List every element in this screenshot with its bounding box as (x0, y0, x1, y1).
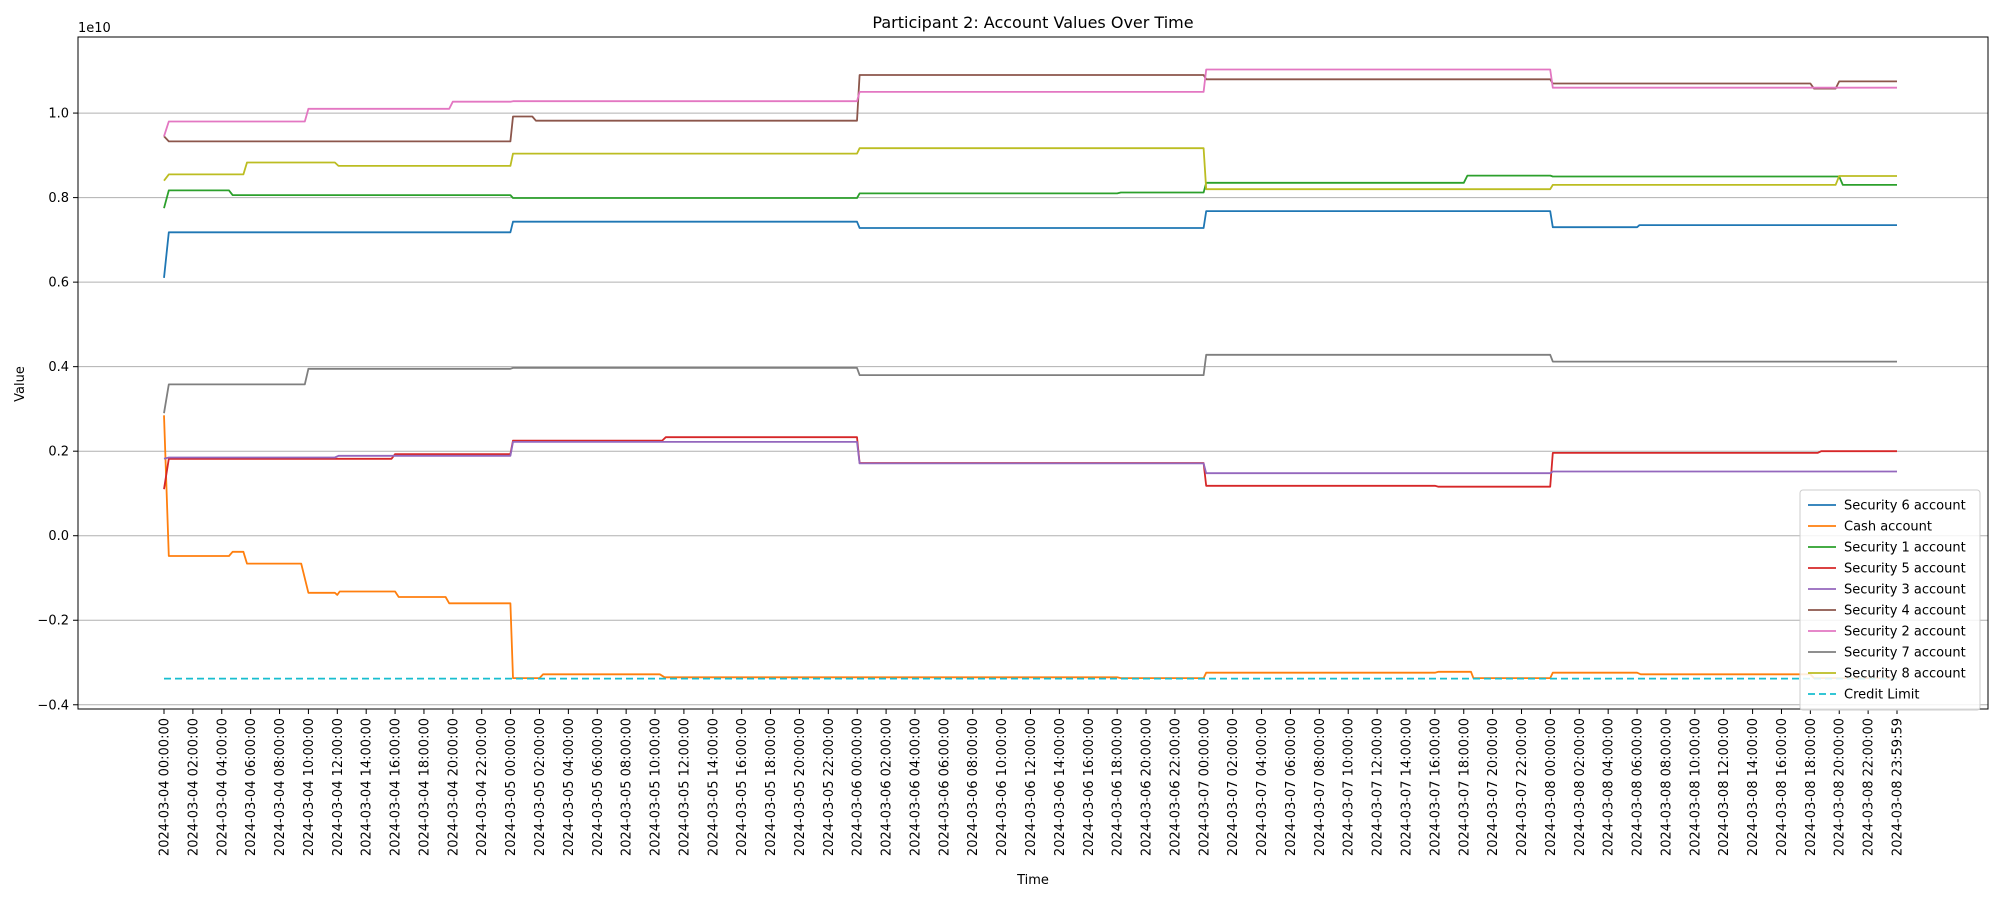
series-line-8 (163, 147, 1897, 191)
x-tick-label: 2024-03-05 16:00:00 (735, 718, 750, 856)
x-tick-label: 2024-03-06 16:00:00 (1082, 718, 1097, 856)
x-tick-label: 2024-03-06 14:00:00 (1053, 718, 1068, 856)
x-tick-label: 2024-03-07 20:00:00 (1486, 718, 1501, 856)
y-tick-label: 0.2 (48, 445, 69, 460)
gridlines (78, 112, 1988, 706)
x-tick-label: 2024-03-07 10:00:00 (1342, 718, 1357, 856)
x-tick-label: 2024-03-06 18:00:00 (1111, 718, 1126, 856)
x-tick-label: 2024-03-08 12:00:00 (1717, 718, 1732, 856)
legend-box (1799, 489, 1981, 711)
x-tick-label: 2024-03-07 06:00:00 (1284, 718, 1299, 856)
legend-label: Security 5 account (1844, 562, 1966, 577)
series-line-1 (163, 415, 1897, 679)
series-line-4 (163, 440, 1897, 475)
x-tick-label: 2024-03-08 14:00:00 (1746, 718, 1761, 856)
x-tick-label: 2024-03-04 04:00:00 (215, 718, 230, 856)
x-tick-label: 2024-03-08 02:00:00 (1573, 718, 1588, 856)
x-tick-label: 2024-03-08 00:00:00 (1544, 718, 1559, 856)
series-line-7 (163, 353, 1897, 414)
series-line-6 (163, 68, 1897, 137)
x-tick-label: 2024-03-06 04:00:00 (908, 718, 923, 856)
y-tick-label: −0.4 (37, 698, 69, 713)
x-tick-label: 2024-03-07 00:00:00 (1197, 718, 1212, 856)
legend-label: Security 7 account (1844, 646, 1966, 661)
x-tick-label: 2024-03-06 02:00:00 (880, 718, 895, 856)
series-line-0 (163, 210, 1897, 278)
x-tick-label: 2024-03-08 08:00:00 (1659, 718, 1674, 856)
x-tick-label: 2024-03-04 12:00:00 (331, 718, 346, 856)
x-tick-label: 2024-03-04 08:00:00 (273, 718, 288, 856)
x-tick-label: 2024-03-06 12:00:00 (1024, 718, 1039, 856)
x-tick-label: 2024-03-07 18:00:00 (1457, 718, 1472, 856)
x-tick-label: 2024-03-08 18:00:00 (1804, 718, 1819, 856)
x-tick-label: 2024-03-07 08:00:00 (1313, 718, 1328, 856)
x-axis: 2024-03-04 00:00:00 2024-03-04 02:00:00 20… (158, 709, 1906, 856)
x-tick-label: 2024-03-05 22:00:00 (822, 718, 837, 856)
legend-label: Security 4 account (1844, 604, 1966, 619)
legend-label: Security 8 account (1844, 667, 1966, 682)
x-tick-label: 2024-03-05 06:00:00 (591, 718, 606, 856)
x-tick-label: 2024-03-06 10:00:00 (995, 718, 1010, 856)
x-tick-label: 2024-03-05 02:00:00 (533, 718, 548, 856)
y-axis-label: Value (13, 366, 28, 402)
legend-label: Cash account (1844, 520, 1932, 535)
x-tick-label: 2024-03-04 20:00:00 (446, 718, 461, 856)
x-tick-label: 2024-03-04 00:00:00 (158, 718, 173, 856)
y-tick-label: 0.0 (48, 529, 69, 544)
y-axis-offset-label: 1e10 (78, 21, 111, 36)
y-tick-label: 1.0 (48, 107, 69, 122)
legend-label: Security 2 account (1844, 625, 1966, 640)
legend-label: Credit Limit (1844, 688, 1919, 703)
x-tick-label: 2024-03-05 10:00:00 (649, 718, 664, 856)
x-axis-label: Time (1016, 873, 1049, 888)
x-tick-label: 2024-03-08 10:00:00 (1688, 718, 1703, 856)
legend-label: Security 6 account (1844, 499, 1966, 514)
x-tick-label: 2024-03-04 18:00:00 (417, 718, 432, 856)
x-tick-label: 2024-03-04 14:00:00 (360, 718, 375, 856)
x-tick-label: 2024-03-04 02:00:00 (186, 718, 201, 856)
x-tick-label: 2024-03-05 14:00:00 (706, 718, 721, 856)
x-tick-label: 2024-03-06 08:00:00 (966, 718, 981, 856)
legend-label: Security 1 account (1844, 541, 1966, 556)
y-tick-label: 0.8 (48, 191, 69, 206)
x-tick-label: 2024-03-08 22:00:00 (1862, 718, 1877, 856)
x-tick-label: 2024-03-06 06:00:00 (937, 718, 952, 856)
y-tick-label: 0.6 (48, 276, 69, 291)
x-tick-label: 2024-03-08 06:00:00 (1631, 718, 1646, 856)
x-tick-label: 2024-03-08 23:59:59 (1891, 718, 1906, 856)
legend: Security 6 account Cash account Security 1… (1799, 489, 1981, 711)
x-tick-label: 2024-03-07 14:00:00 (1399, 718, 1414, 856)
series-lines (163, 68, 1897, 680)
y-tick-label: 0.4 (48, 360, 69, 375)
x-tick-label: 2024-03-08 20:00:00 (1833, 718, 1848, 856)
x-tick-label: 2024-03-07 12:00:00 (1371, 718, 1386, 856)
x-tick-label: 2024-03-07 02:00:00 (1226, 718, 1241, 856)
x-tick-label: 2024-03-04 06:00:00 (244, 718, 259, 856)
x-tick-label: 2024-03-05 20:00:00 (793, 718, 808, 856)
chart-title: Participant 2: Account Values Over Time (872, 13, 1193, 32)
x-tick-label: 2024-03-08 04:00:00 (1602, 718, 1617, 856)
x-tick-label: 2024-03-04 22:00:00 (475, 718, 490, 856)
y-axis: −0.4 −0.2 0.0 0.2 0.4 0.6 0.8 1.0 (37, 107, 78, 713)
x-tick-label: 2024-03-06 20:00:00 (1140, 718, 1155, 856)
x-tick-label: 2024-03-07 04:00:00 (1255, 718, 1270, 856)
x-tick-label: 2024-03-04 16:00:00 (389, 718, 404, 856)
x-tick-label: 2024-03-05 12:00:00 (677, 718, 692, 856)
x-tick-label: 2024-03-05 00:00:00 (504, 718, 519, 856)
x-tick-label: 2024-03-05 18:00:00 (764, 718, 779, 856)
legend-label: Security 3 account (1844, 583, 1966, 598)
x-tick-label: 2024-03-04 10:00:00 (302, 718, 317, 856)
series-line-2 (163, 174, 1897, 209)
y-tick-label: −0.2 (37, 614, 69, 629)
x-tick-label: 2024-03-06 22:00:00 (1168, 718, 1183, 856)
x-tick-label: 2024-03-05 08:00:00 (620, 718, 635, 856)
plot-area-frame (77, 36, 1989, 710)
x-tick-label: 2024-03-06 00:00:00 (851, 718, 866, 856)
x-tick-label: 2024-03-05 04:00:00 (562, 718, 577, 856)
x-tick-label: 2024-03-07 22:00:00 (1515, 718, 1530, 856)
x-tick-label: 2024-03-08 16:00:00 (1775, 718, 1790, 856)
x-tick-label: 2024-03-07 16:00:00 (1428, 718, 1443, 856)
